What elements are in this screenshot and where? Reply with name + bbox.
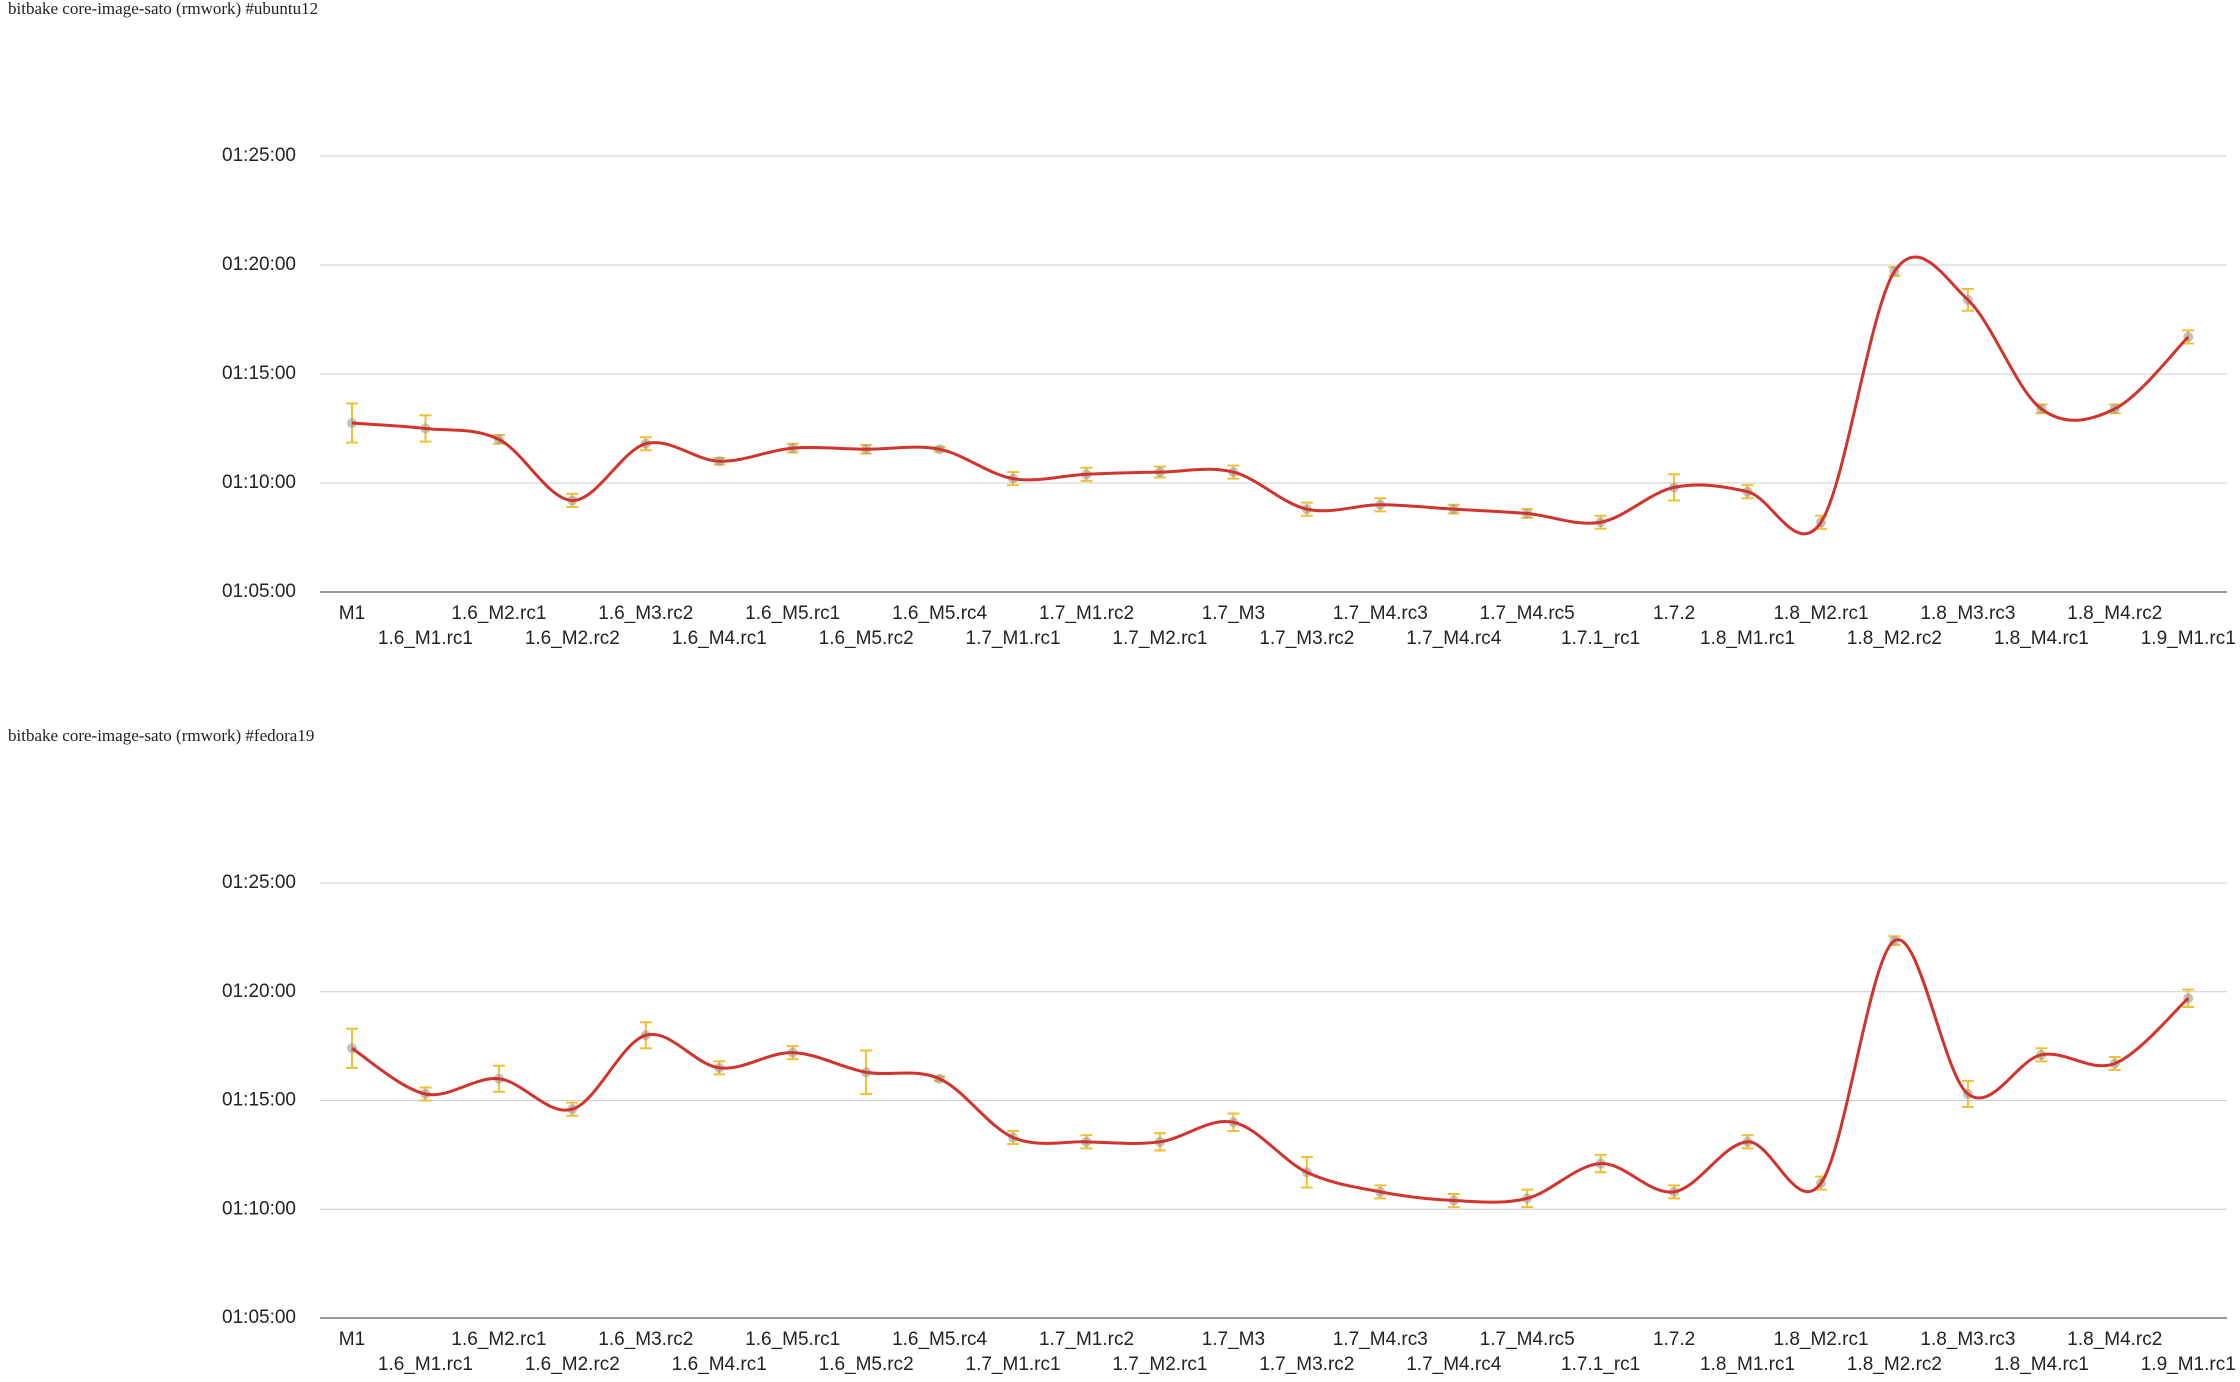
y-tick-label: 01:05:00 xyxy=(222,1307,296,1328)
x-tick-label: 1.7.2 xyxy=(1653,603,1695,624)
chart-title: bitbake core-image-sato (rmwork) #ubuntu… xyxy=(8,0,318,18)
x-tick-label: 1.7_M2.rc1 xyxy=(1112,628,1207,649)
x-tick-label: 1.6_M1.rc1 xyxy=(378,628,473,649)
y-tick-label: 01:15:00 xyxy=(222,1090,296,1111)
y-tick-label: 01:15:00 xyxy=(222,363,296,384)
x-tick-label: 1.6_M2.rc1 xyxy=(451,603,546,624)
x-tick-label: 1.7_M1.rc2 xyxy=(1039,1329,1134,1350)
y-tick-label: 01:20:00 xyxy=(222,254,296,275)
x-tick-label: 1.7_M3.rc2 xyxy=(1259,628,1354,649)
x-tick-label: 1.7.1_rc1 xyxy=(1561,628,1640,649)
x-tick-label: 1.7_M1.rc1 xyxy=(966,628,1061,649)
x-tick-label: 1.7_M1.rc1 xyxy=(966,1354,1061,1375)
mean-line xyxy=(351,938,2190,1204)
x-tick-label: 1.8_M2.rc1 xyxy=(1773,1329,1868,1350)
x-tick-label: 1.9_M1.rc1 xyxy=(2141,1354,2236,1375)
x-tick-label: 1.7_M3 xyxy=(1202,1329,1265,1350)
x-tick-label: 1.6_M5.rc1 xyxy=(745,603,840,624)
x-tick-label: 1.7_M3 xyxy=(1202,603,1265,624)
x-tick-label: 1.8_M4.rc1 xyxy=(1994,1354,2089,1375)
x-tick-label: 1.8_M3.rc3 xyxy=(1920,603,2015,624)
x-tick-label: 1.6_M4.rc1 xyxy=(672,628,767,649)
mean-line xyxy=(351,255,2190,536)
x-tick-label: 1.6_M5.rc2 xyxy=(819,628,914,649)
x-tick-label: M1 xyxy=(339,603,365,624)
y-tick-label: 01:25:00 xyxy=(222,145,296,166)
x-tick-label: 1.6_M1.rc1 xyxy=(378,1354,473,1375)
x-tick-label: 1.7_M4.rc5 xyxy=(1480,1329,1575,1350)
x-tick-label: 1.7_M3.rc2 xyxy=(1259,1354,1354,1375)
x-tick-label: 1.7.1_rc1 xyxy=(1561,1354,1640,1375)
x-tick-label: 1.8_M4.rc1 xyxy=(1994,628,2089,649)
x-tick-label: 1.7_M4.rc4 xyxy=(1406,628,1501,649)
x-tick-label: 1.8_M4.rc2 xyxy=(2067,1329,2162,1350)
x-tick-label: 1.6_M5.rc1 xyxy=(745,1329,840,1350)
x-tick-label: 1.6_M3.rc2 xyxy=(598,1329,693,1350)
x-tick-label: 1.6_M2.rc2 xyxy=(525,1354,620,1375)
x-tick-label: 1.7.2 xyxy=(1653,1329,1695,1350)
x-tick-label: 1.9_M1.rc1 xyxy=(2141,628,2236,649)
x-tick-label: 1.7_M4.rc5 xyxy=(1480,603,1575,624)
x-tick-label: 1.7_M4.rc3 xyxy=(1333,1329,1428,1350)
y-tick-label: 01:05:00 xyxy=(222,581,296,602)
x-tick-label: 1.8_M1.rc1 xyxy=(1700,628,1795,649)
chart-title: bitbake core-image-sato (rmwork) #fedora… xyxy=(8,726,314,745)
y-tick-label: 01:25:00 xyxy=(222,872,296,893)
x-tick-label: 1.8_M3.rc3 xyxy=(1920,1329,2015,1350)
x-tick-label: 1.8_M2.rc2 xyxy=(1847,1354,1942,1375)
x-tick-label: M1 xyxy=(339,1329,365,1350)
y-tick-label: 01:10:00 xyxy=(222,472,296,493)
x-tick-label: 1.8_M4.rc2 xyxy=(2067,603,2162,624)
x-tick-label: 1.8_M1.rc1 xyxy=(1700,1354,1795,1375)
x-tick-label: 1.6_M2.rc1 xyxy=(451,1329,546,1350)
x-tick-label: 1.7_M1.rc2 xyxy=(1039,603,1134,624)
y-tick-label: 01:10:00 xyxy=(222,1198,296,1219)
x-tick-label: 1.6_M3.rc2 xyxy=(598,603,693,624)
x-tick-label: 1.6_M5.rc4 xyxy=(892,1329,987,1350)
x-tick-label: 1.6_M2.rc2 xyxy=(525,628,620,649)
x-tick-label: 1.7_M4.rc4 xyxy=(1406,1354,1501,1375)
x-tick-label: 1.6_M5.rc4 xyxy=(892,603,987,624)
y-tick-label: 01:20:00 xyxy=(222,981,296,1002)
x-tick-label: 1.7_M4.rc3 xyxy=(1333,603,1428,624)
x-tick-label: 1.7_M2.rc1 xyxy=(1112,1354,1207,1375)
x-tick-label: 1.6_M5.rc2 xyxy=(819,1354,914,1375)
x-tick-label: 1.8_M2.rc1 xyxy=(1773,603,1868,624)
x-tick-label: 1.8_M2.rc2 xyxy=(1847,628,1942,649)
x-tick-label: 1.6_M4.rc1 xyxy=(672,1354,767,1375)
